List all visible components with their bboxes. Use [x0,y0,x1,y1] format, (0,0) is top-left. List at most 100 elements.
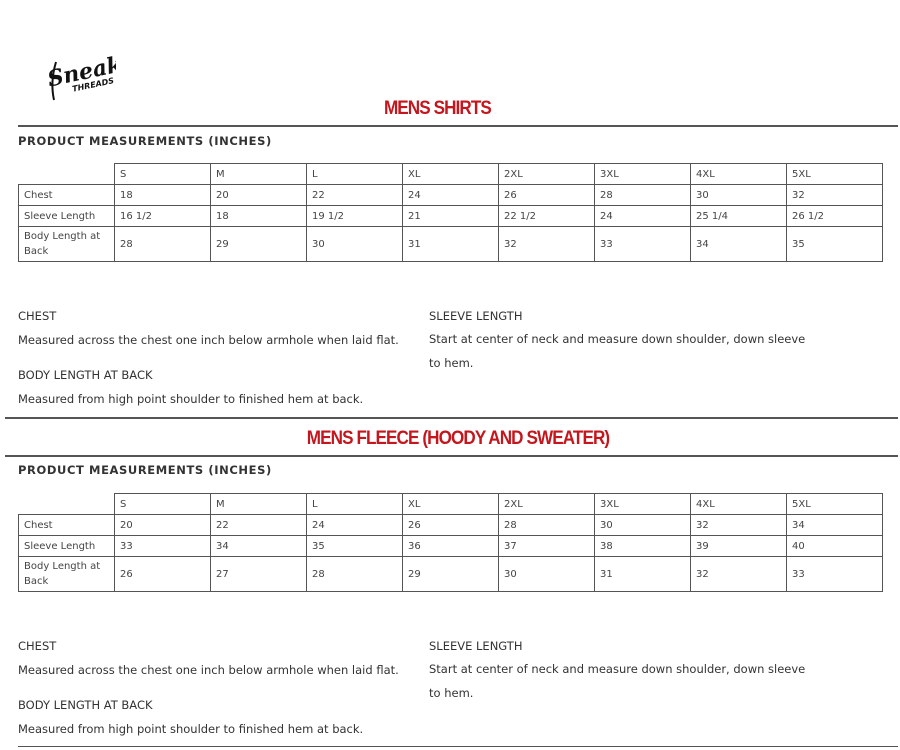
table-cell: 20 [114,514,211,536]
table-cell: 30 [594,514,691,536]
size-header: XL [402,493,499,515]
size-header: S [114,163,211,185]
row-label: Body Length at Back [18,226,115,262]
size-header: 4XL [690,163,787,185]
body-length-heading: BODY LENGTH AT BACK [18,368,153,382]
empty-cell [18,163,115,185]
table-row: Sleeve Length 33 34 35 36 37 38 39 40 [18,535,883,557]
sleeve-heading: SLEEVE LENGTH [429,639,523,653]
table-cell: 32 [690,514,787,536]
table-cell: 30 [306,226,403,262]
table-row: Body Length at Back 28 29 30 31 32 33 34 35 [18,226,883,262]
size-header: 5XL [786,163,883,185]
table-cell: 30 [498,556,595,592]
table-cell: 29 [210,226,307,262]
table-cell: 31 [594,556,691,592]
table-cell: 27 [210,556,307,592]
table-cell: 28 [594,184,691,206]
table-cell: 35 [786,226,883,262]
table-cell: 18 [210,205,307,227]
table-cell: 24 [594,205,691,227]
table-cell: 33 [114,535,211,557]
table-cell: 26 1/2 [786,205,883,227]
table-cell: 26 [402,514,499,536]
size-header: 5XL [786,493,883,515]
table-cell: 37 [498,535,595,557]
divider [18,746,898,747]
table-cell: 28 [306,556,403,592]
size-header: L [306,493,403,515]
chest-heading: CHEST [18,639,57,653]
section-subtitle: PRODUCT MEASUREMENTS (INCHES) [18,134,272,148]
table-cell: 21 [402,205,499,227]
sneaker-threads-logo: Sneaker THREADS [45,52,116,101]
table-cell: 32 [690,556,787,592]
sleeve-text: Start at center of neck and measure down… [429,332,806,370]
table-cell: 24 [402,184,499,206]
measurements-table: S M L XL 2XL 3XL 4XL 5XL Chest 18 20 22 24 26 28 30 32 Sl… [18,163,883,262]
body-length-heading: BODY LENGTH AT BACK [18,698,153,712]
table-row: Sleeve Length 16 1/2 18 19 1/2 21 22 1/2 24 25 … [18,205,883,227]
table-cell: 34 [786,514,883,536]
sleeve-heading: SLEEVE LENGTH [429,309,523,323]
row-label: Sleeve Length [18,535,115,557]
size-header: 2XL [498,493,595,515]
chest-text: Measured across the chest one inch below… [18,333,399,347]
table-cell: 19 1/2 [306,205,403,227]
header-row: S M L XL 2XL 3XL 4XL 5XL [18,163,883,185]
table-cell: 34 [690,226,787,262]
row-label: Sleeve Length [18,205,115,227]
measurements-table: S M L XL 2XL 3XL 4XL 5XL Chest 20 22 24 26 28 30 32 34 Sl… [18,493,883,592]
row-label: Chest [18,514,115,536]
table-row: Chest 18 20 22 24 26 28 30 32 [18,184,883,206]
section-title: MENS SHIRTS [383,98,492,119]
table-cell: 26 [498,184,595,206]
size-header: XL [402,163,499,185]
size-header: M [210,493,307,515]
chest-heading: CHEST [18,309,57,323]
table-row: Body Length at Back 26 27 28 29 30 31 32 33 [18,556,883,592]
section-title: MENS FLEECE (HOODY AND SWEATER) [306,428,610,449]
divider [5,455,898,457]
size-header: 3XL [594,163,691,185]
size-header: L [306,163,403,185]
table-cell: 22 1/2 [498,205,595,227]
table-cell: 40 [786,535,883,557]
table-cell: 20 [210,184,307,206]
divider [5,417,898,419]
table-cell: 33 [594,226,691,262]
size-header: S [114,493,211,515]
table-cell: 32 [786,184,883,206]
table-cell: 30 [690,184,787,206]
sleeve-text: Start at center of neck and measure down… [429,662,806,700]
table-cell: 39 [690,535,787,557]
table-cell: 16 1/2 [114,205,211,227]
table-cell: 18 [114,184,211,206]
table-cell: 35 [306,535,403,557]
header-row: S M L XL 2XL 3XL 4XL 5XL [18,493,883,515]
table-cell: 29 [402,556,499,592]
table-cell: 33 [786,556,883,592]
row-label: Chest [18,184,115,206]
size-header: M [210,163,307,185]
table-cell: 26 [114,556,211,592]
table-cell: 25 1/4 [690,205,787,227]
row-label: Body Length at Back [18,556,115,592]
body-length-text: Measured from high point shoulder to fin… [18,722,364,736]
table-cell: 38 [594,535,691,557]
table-cell: 24 [306,514,403,536]
table-cell: 34 [210,535,307,557]
table-cell: 36 [402,535,499,557]
table-cell: 32 [498,226,595,262]
body-length-text: Measured from high point shoulder to fin… [18,392,364,406]
chest-text: Measured across the chest one inch below… [18,663,399,677]
table-cell: 22 [210,514,307,536]
divider [18,125,898,127]
size-header: 2XL [498,163,595,185]
empty-cell [18,493,115,515]
table-cell: 22 [306,184,403,206]
section-subtitle: PRODUCT MEASUREMENTS (INCHES) [18,463,272,477]
size-header: 3XL [594,493,691,515]
table-cell: 28 [498,514,595,536]
table-cell: 31 [402,226,499,262]
